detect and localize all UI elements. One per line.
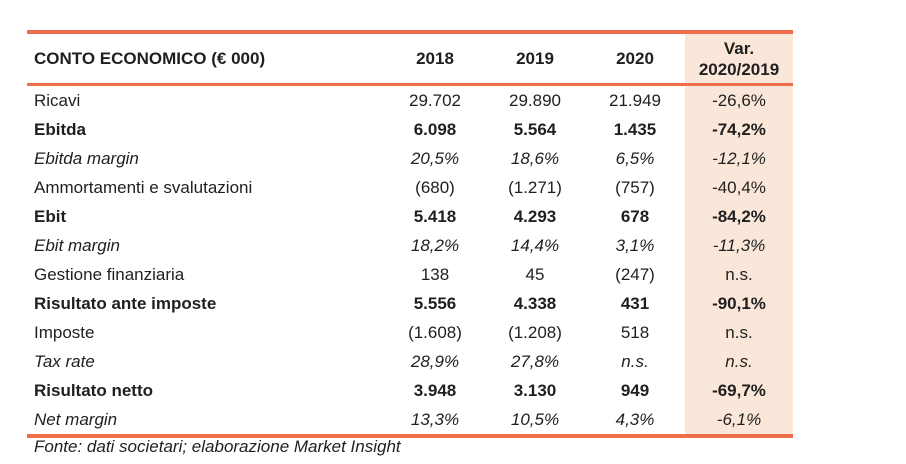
table-title: CONTO ECONOMICO (€ 000) xyxy=(34,48,266,68)
value-2020: (757) xyxy=(615,177,655,197)
value-2020: n.s. xyxy=(621,351,649,371)
value-2020: 21.949 xyxy=(609,90,661,110)
value-2018: 6.098 xyxy=(413,119,457,139)
value-variation: -40,4% xyxy=(685,173,793,202)
row-label: Ebitda margin xyxy=(34,148,139,168)
value-2020: 949 xyxy=(620,380,650,400)
value-2019: 45 xyxy=(525,264,545,284)
variation-header-line1: Var. xyxy=(723,38,755,58)
table-row-ebit: Ebit 5.418 4.293 678 -84,2% xyxy=(27,202,793,231)
value-2019: (1.271) xyxy=(508,177,562,197)
table-row-ricavi: Ricavi 29.702 29.890 21.949 -26,6% xyxy=(27,86,793,115)
column-header-2018: 2018 xyxy=(416,48,454,68)
value-2018: 5.418 xyxy=(413,206,457,226)
value-2019: 27,8% xyxy=(510,351,560,371)
value-variation: -74,2% xyxy=(685,115,793,144)
value-variation: -90,1% xyxy=(685,289,793,318)
value-2020: 3,1% xyxy=(615,235,655,255)
value-variation: -12,1% xyxy=(685,144,793,173)
column-header-variation: Var. 2020/2019 xyxy=(685,34,793,83)
value-2018: 20,5% xyxy=(410,148,460,168)
table-row-ebitda: Ebitda 6.098 5.564 1.435 -74,2% xyxy=(27,115,793,144)
value-2018: (1.608) xyxy=(408,322,462,342)
value-variation: -26,6% xyxy=(685,86,793,115)
value-variation: -11,3% xyxy=(685,231,793,260)
row-label: Gestione finanziaria xyxy=(34,264,185,284)
table-row-ammortamenti: Ammortamenti e svalutazioni (680) (1.271… xyxy=(27,173,793,202)
table-row-tax-rate: Tax rate 28,9% 27,8% n.s. n.s. xyxy=(27,347,793,376)
value-2019: 4.338 xyxy=(513,293,557,313)
income-statement-table: CONTO ECONOMICO (€ 000) 2018 2019 2020 V… xyxy=(27,30,793,438)
value-2020: 518 xyxy=(620,322,650,342)
row-label: Net margin xyxy=(34,409,118,429)
value-variation: -69,7% xyxy=(685,376,793,405)
value-variation: n.s. xyxy=(685,318,793,347)
table-row-risultato-ante-imposte: Risultato ante imposte 5.556 4.338 431 -… xyxy=(27,289,793,318)
value-2019: 18,6% xyxy=(510,148,560,168)
row-label: Ebitda xyxy=(34,119,86,139)
table-row-net-margin: Net margin 13,3% 10,5% 4,3% -6,1% xyxy=(27,405,793,434)
row-label: Ricavi xyxy=(34,90,81,110)
value-2019: (1.208) xyxy=(508,322,562,342)
row-label: Ammortamenti e svalutazioni xyxy=(34,177,253,197)
table-header-row: CONTO ECONOMICO (€ 000) 2018 2019 2020 V… xyxy=(27,34,793,86)
table-row-risultato-netto: Risultato netto 3.948 3.130 949 -69,7% xyxy=(27,376,793,405)
value-2019: 29.890 xyxy=(509,90,561,110)
value-2020: 678 xyxy=(620,206,650,226)
table-row-ebitda-margin: Ebitda margin 20,5% 18,6% 6,5% -12,1% xyxy=(27,144,793,173)
value-variation: n.s. xyxy=(685,260,793,289)
row-label: Ebit xyxy=(34,206,67,226)
value-2019: 4.293 xyxy=(513,206,557,226)
row-label: Imposte xyxy=(34,322,95,342)
value-2020: (247) xyxy=(615,264,655,284)
value-2018: 28,9% xyxy=(410,351,460,371)
value-2020: 4,3% xyxy=(615,409,655,429)
value-2020: 1.435 xyxy=(613,119,657,139)
row-label: Risultato netto xyxy=(34,380,153,400)
value-2019: 14,4% xyxy=(510,235,560,255)
column-header-2020: 2020 xyxy=(616,48,654,68)
row-label: Risultato ante imposte xyxy=(34,293,217,313)
value-2018: 3.948 xyxy=(413,380,457,400)
row-label: Tax rate xyxy=(34,351,95,371)
value-2020: 431 xyxy=(620,293,650,313)
value-variation: -84,2% xyxy=(685,202,793,231)
value-variation: n.s. xyxy=(685,347,793,376)
row-label: Ebit margin xyxy=(34,235,120,255)
value-2019: 10,5% xyxy=(510,409,560,429)
variation-header-line2: 2020/2019 xyxy=(698,59,780,79)
value-2018: 18,2% xyxy=(410,235,460,255)
value-2018: 138 xyxy=(420,264,450,284)
value-2018: 29.702 xyxy=(409,90,461,110)
table-row-gestione-finanziaria: Gestione finanziaria 138 45 (247) n.s. xyxy=(27,260,793,289)
source-note: Fonte: dati societari; elaborazione Mark… xyxy=(34,437,401,456)
value-2020: 6,5% xyxy=(615,148,655,168)
value-variation: -6,1% xyxy=(685,405,793,434)
value-2018: (680) xyxy=(415,177,455,197)
table-row-imposte: Imposte (1.608) (1.208) 518 n.s. xyxy=(27,318,793,347)
value-2018: 5.556 xyxy=(413,293,457,313)
value-2018: 13,3% xyxy=(410,409,460,429)
column-header-2019: 2019 xyxy=(516,48,554,68)
value-2019: 5.564 xyxy=(513,119,557,139)
value-2019: 3.130 xyxy=(513,380,557,400)
table-row-ebit-margin: Ebit margin 18,2% 14,4% 3,1% -11,3% xyxy=(27,231,793,260)
